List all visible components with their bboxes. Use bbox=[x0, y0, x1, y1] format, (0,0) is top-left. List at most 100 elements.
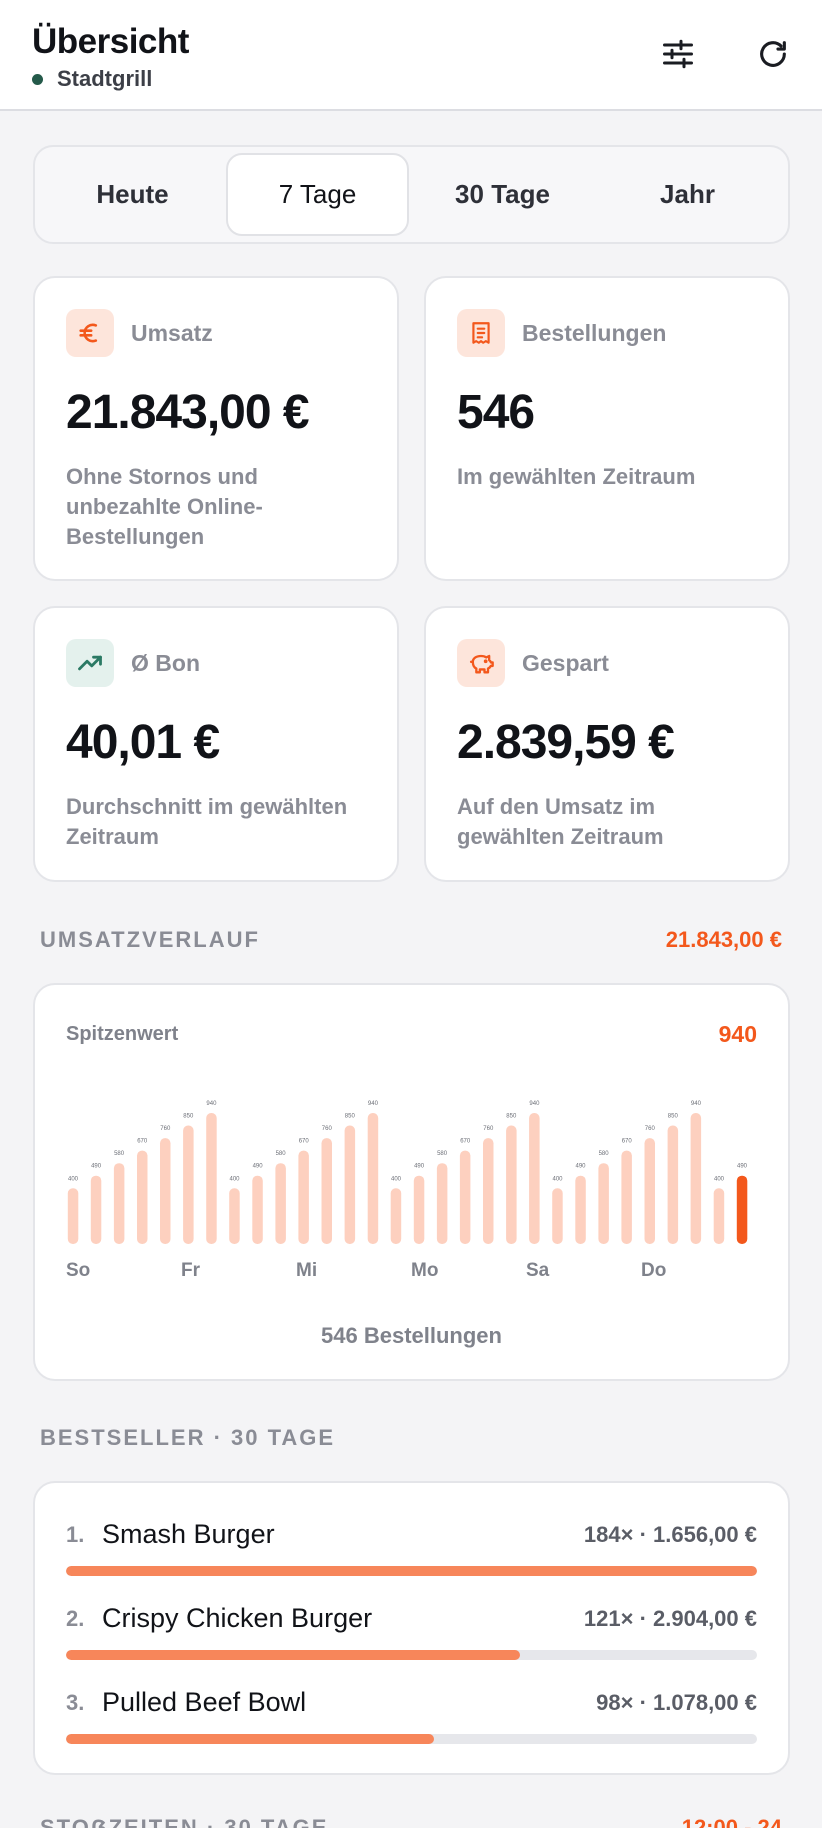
chart-bar-label: 580 bbox=[437, 1151, 448, 1157]
orders-description: Im gewählten Zeitraum bbox=[457, 464, 696, 489]
chart-x-tick-label: Mo bbox=[411, 1260, 438, 1281]
chart-bar bbox=[644, 1138, 655, 1244]
avg-receipt-card: Ø Bon 40,01 € Durchschnitt im gewählten … bbox=[33, 606, 399, 882]
bestseller-meta: 98× · 1.078,00 € bbox=[596, 1690, 757, 1715]
chart-x-tick-label: Sa bbox=[526, 1260, 550, 1281]
page-title: Übersicht bbox=[32, 22, 189, 61]
revenue-description: Ohne Stornos und unbezahlte Online-Beste… bbox=[66, 464, 263, 549]
bestseller-meta: 184× · 1.656,00 € bbox=[583, 1522, 757, 1547]
chart-bar bbox=[90, 1175, 102, 1244]
period-selector: Heute 7 Tage 30 Tage Jahr bbox=[33, 145, 790, 244]
chart-bar bbox=[436, 1163, 448, 1244]
chart-bar-label: 850 bbox=[668, 1114, 679, 1120]
chart-bar-label: 850 bbox=[183, 1114, 194, 1120]
bestseller-progress-fill bbox=[66, 1650, 520, 1660]
chart-bar bbox=[206, 1113, 217, 1244]
bestseller-progress-track bbox=[66, 1566, 757, 1576]
chart-bar-label: 850 bbox=[345, 1114, 356, 1120]
revenue-label: Umsatz bbox=[131, 320, 213, 346]
avg-receipt-label: Ø Bon bbox=[131, 650, 200, 676]
saved-value: 2.839,59 € bbox=[457, 716, 675, 769]
chart-bar bbox=[413, 1175, 425, 1244]
chart-bar bbox=[367, 1113, 379, 1244]
bestseller-progress-track bbox=[66, 1734, 757, 1744]
chart-bar bbox=[137, 1150, 148, 1244]
bestseller-rank: 2. bbox=[66, 1606, 85, 1631]
bestseller-card: 1. Smash Burger 184× · 1.656,00 € 2. Cri… bbox=[33, 1481, 790, 1775]
revenue-bar-chart: 400 490 580 670 760 850 940 400 490 580 670 760 850 9… bbox=[66, 1101, 748, 1281]
revenue-card: Umsatz 21.843,00 € Ohne Stornos und unbe… bbox=[33, 276, 399, 581]
chart-bar bbox=[483, 1138, 494, 1244]
orders-count-text: 546 Bestellungen bbox=[321, 1323, 502, 1348]
chart-bar-label: 760 bbox=[645, 1126, 656, 1132]
chart-bar bbox=[552, 1188, 563, 1244]
orders-label: Bestellungen bbox=[522, 320, 667, 346]
bestseller-progress-track bbox=[66, 1650, 757, 1660]
orders-value: 546 bbox=[457, 386, 535, 439]
chart-bar-label: 670 bbox=[137, 1139, 148, 1145]
chart-bar bbox=[598, 1163, 609, 1244]
peak-times-section-value: 12:00 - 24 bbox=[681, 1815, 782, 1828]
tab-heute[interactable]: Heute bbox=[96, 179, 169, 209]
chart-bar-label: 490 bbox=[414, 1164, 425, 1170]
chart-bar-label: 850 bbox=[506, 1114, 517, 1120]
bestseller-meta: 121× · 2.904,00 € bbox=[583, 1606, 757, 1631]
chart-bar-label: 940 bbox=[206, 1101, 217, 1107]
chart-bar bbox=[459, 1150, 471, 1244]
chart-bar-label: 400 bbox=[391, 1176, 402, 1182]
euro-icon bbox=[66, 309, 114, 357]
chart-bar-label: 760 bbox=[160, 1126, 171, 1132]
chart-bar bbox=[713, 1188, 725, 1244]
revenue-section-title: UMSATZVERLAUF bbox=[40, 927, 260, 952]
receipt-icon bbox=[457, 309, 505, 357]
revenue-value: 21.843,00 € bbox=[66, 386, 310, 439]
chart-bar-label: 490 bbox=[737, 1164, 748, 1170]
chart-bar bbox=[275, 1163, 286, 1244]
chart-bar-label: 400 bbox=[68, 1176, 79, 1182]
piggy-bank-icon bbox=[457, 639, 505, 687]
chart-bar-label: 490 bbox=[575, 1164, 586, 1170]
chart-bar bbox=[736, 1175, 748, 1244]
bestseller-name: Pulled Beef Bowl bbox=[102, 1687, 307, 1717]
sliders-icon bbox=[663, 39, 693, 69]
bestseller-section-title: BESTSELLER · 30 TAGE bbox=[40, 1425, 336, 1450]
filter-button[interactable] bbox=[654, 30, 702, 78]
bestseller-rank: 3. bbox=[66, 1690, 85, 1715]
bestseller-progress-fill bbox=[66, 1734, 434, 1744]
tab-jahr[interactable]: Jahr bbox=[660, 179, 715, 209]
saved-card: Gespart 2.839,59 € Auf den Umsatz im gew… bbox=[424, 606, 790, 882]
chart-bar-label: 940 bbox=[529, 1101, 540, 1107]
bestseller-rank: 1. bbox=[66, 1522, 85, 1547]
chart-bar bbox=[321, 1138, 332, 1244]
status-dot bbox=[32, 73, 43, 85]
orders-card: Bestellungen 546 Im gewählten Zeitraum bbox=[424, 276, 790, 581]
location-label: Stadtgrill bbox=[32, 66, 152, 92]
refresh-icon bbox=[760, 41, 786, 67]
chart-bar-label: 760 bbox=[322, 1126, 333, 1132]
tab-7-tage[interactable]: 7 Tage bbox=[226, 153, 409, 236]
saved-description: Auf den Umsatz im gewählten Zeitraum bbox=[457, 794, 664, 849]
tab-30-tage[interactable]: 30 Tage bbox=[455, 179, 550, 209]
chart-bar-label: 940 bbox=[691, 1101, 702, 1107]
chart-bar bbox=[113, 1163, 125, 1244]
chart-bar-label: 670 bbox=[622, 1139, 633, 1145]
peak-label: Spitzenwert bbox=[66, 1023, 179, 1045]
chart-bar bbox=[575, 1175, 586, 1244]
chart-bar-label: 580 bbox=[114, 1151, 125, 1157]
chart-bar-label: 490 bbox=[253, 1164, 264, 1170]
chart-bar bbox=[229, 1188, 240, 1244]
chart-x-tick-label: So bbox=[66, 1260, 90, 1281]
chart-bar bbox=[298, 1150, 309, 1244]
trending-up-icon bbox=[66, 639, 114, 687]
chart-bar-label: 400 bbox=[714, 1176, 725, 1182]
chart-bar bbox=[529, 1113, 540, 1244]
revenue-section-total: 21.843,00 € bbox=[665, 927, 782, 952]
bestseller-name: Smash Burger bbox=[102, 1519, 275, 1549]
chart-bar bbox=[160, 1138, 171, 1244]
saved-label: Gespart bbox=[522, 650, 609, 676]
chart-bar-label: 580 bbox=[276, 1151, 287, 1157]
refresh-button[interactable] bbox=[749, 30, 797, 78]
chart-bar-label: 940 bbox=[368, 1101, 379, 1107]
bestseller-progress-fill bbox=[66, 1566, 757, 1576]
avg-receipt-value: 40,01 € bbox=[66, 716, 220, 769]
